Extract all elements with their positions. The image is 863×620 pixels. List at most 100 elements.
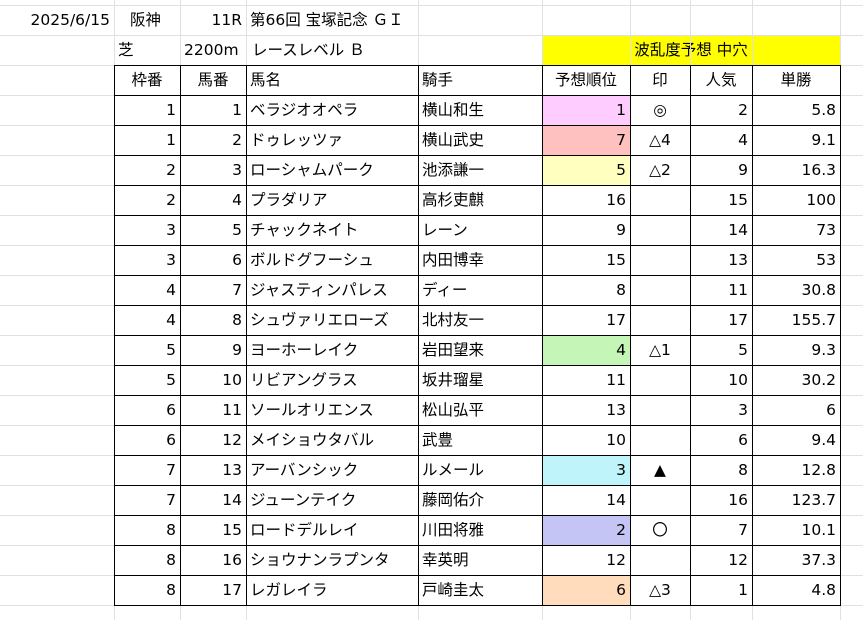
predicted-rank-cell[interactable]: 9 [616, 221, 626, 239]
jockey-cell[interactable]: 池添謙一 [422, 161, 485, 179]
gate-cell[interactable]: 8 [166, 551, 176, 569]
predicted-rank-cell[interactable]: 13 [606, 401, 626, 419]
win-odds-cell[interactable]: 6 [826, 401, 836, 419]
horse-name-cell[interactable]: シュヴァリエローズ [250, 311, 389, 329]
jockey-cell[interactable]: 北村友一 [422, 311, 485, 329]
mark-cell[interactable] [630, 485, 690, 515]
win-odds-cell[interactable]: 100 [806, 191, 836, 209]
jockey-cell[interactable]: 武豊 [422, 431, 454, 449]
horse-number-cell[interactable]: 1 [232, 101, 242, 119]
mark-cell[interactable] [630, 545, 690, 575]
horse-number-cell[interactable]: 16 [222, 551, 242, 569]
mark-cell[interactable]: △3 [649, 581, 671, 599]
jockey-cell[interactable]: 坂井瑠星 [422, 371, 485, 389]
horse-number-cell[interactable]: 11 [222, 401, 242, 419]
jockey-cell[interactable]: 横山和生 [422, 101, 485, 119]
gate-cell[interactable]: 8 [166, 521, 176, 539]
horse-number-cell[interactable]: 8 [232, 311, 242, 329]
race-distance[interactable]: 2200m [184, 41, 239, 59]
horse-number-cell[interactable]: 4 [232, 191, 242, 209]
horse-name-cell[interactable]: ショウナンラプンタ [250, 551, 390, 569]
popularity-cell[interactable]: 2 [738, 101, 748, 119]
race-venue[interactable]: 阪神 [130, 11, 162, 29]
mark-cell[interactable]: 〇 [652, 521, 668, 539]
column-header[interactable]: 単勝 [780, 71, 812, 89]
win-odds-cell[interactable]: 155.7 [791, 311, 836, 329]
jockey-cell[interactable]: 藤岡佑介 [422, 491, 485, 509]
horse-name-cell[interactable]: リビアングラス [250, 371, 358, 389]
gate-cell[interactable]: 1 [166, 101, 176, 119]
gate-cell[interactable]: 4 [166, 311, 176, 329]
mark-cell[interactable]: △4 [649, 131, 671, 149]
horse-number-cell[interactable]: 2 [232, 131, 242, 149]
popularity-cell[interactable]: 10 [728, 371, 748, 389]
gate-cell[interactable]: 6 [166, 401, 176, 419]
mark-cell[interactable] [630, 245, 690, 275]
jockey-cell[interactable]: 川田将雅 [422, 521, 485, 539]
predicted-rank-cell[interactable]: 11 [606, 371, 626, 389]
gate-cell[interactable]: 5 [166, 371, 176, 389]
gate-cell[interactable]: 7 [166, 491, 176, 509]
horse-name-cell[interactable]: プラダリア [250, 191, 328, 209]
mark-cell[interactable] [630, 215, 690, 245]
predicted-rank-cell[interactable]: 6 [616, 581, 626, 599]
gate-cell[interactable]: 7 [166, 461, 176, 479]
gate-cell[interactable]: 2 [166, 191, 176, 209]
jockey-cell[interactable]: 松山弘平 [422, 401, 485, 419]
mark-cell[interactable] [630, 425, 690, 455]
horse-name-cell[interactable]: アーバンシック [250, 461, 359, 479]
popularity-cell[interactable]: 8 [738, 461, 748, 479]
horse-name-cell[interactable]: ローシャムパーク [250, 161, 374, 179]
predicted-rank-cell[interactable]: 10 [606, 431, 626, 449]
mark-cell[interactable]: △2 [649, 161, 671, 179]
win-odds-cell[interactable]: 73 [816, 221, 836, 239]
win-odds-cell[interactable]: 4.8 [811, 581, 836, 599]
predicted-rank-cell[interactable]: 15 [606, 251, 626, 269]
gate-cell[interactable]: 6 [166, 431, 176, 449]
predicted-rank-cell[interactable]: 7 [616, 131, 626, 149]
race-level[interactable]: レースレベル Ｂ [252, 41, 365, 59]
upset-forecast[interactable]: 波乱度予想 中穴 [634, 41, 748, 59]
gate-cell[interactable]: 2 [166, 161, 176, 179]
horse-number-cell[interactable]: 9 [232, 341, 242, 359]
jockey-cell[interactable]: 高杉吏麒 [422, 191, 485, 209]
horse-number-cell[interactable]: 12 [222, 431, 242, 449]
gate-cell[interactable]: 3 [166, 251, 176, 269]
predicted-rank-cell[interactable]: 4 [616, 341, 626, 359]
win-odds-cell[interactable]: 37.3 [801, 551, 836, 569]
jockey-cell[interactable]: 横山武史 [422, 131, 485, 149]
win-odds-cell[interactable]: 5.8 [811, 101, 836, 119]
gate-cell[interactable]: 3 [166, 221, 176, 239]
popularity-cell[interactable]: 17 [728, 311, 748, 329]
race-number[interactable]: 11R [211, 11, 243, 29]
popularity-cell[interactable]: 7 [738, 521, 748, 539]
win-odds-cell[interactable]: 9.3 [811, 341, 836, 359]
win-odds-cell[interactable]: 9.4 [811, 431, 836, 449]
horse-name-cell[interactable]: チャックネイト [250, 221, 359, 239]
race-name[interactable]: 第66回 宝塚記念 ＧＩ [250, 11, 404, 29]
horse-number-cell[interactable]: 13 [222, 461, 242, 479]
horse-name-cell[interactable]: ベラジオオペラ [250, 101, 359, 119]
jockey-cell[interactable]: 内田博幸 [422, 251, 485, 269]
predicted-rank-cell[interactable]: 5 [616, 161, 626, 179]
mark-cell[interactable] [630, 305, 690, 335]
jockey-cell[interactable]: 戸崎圭太 [422, 581, 485, 599]
predicted-rank-cell[interactable]: 3 [616, 461, 626, 479]
gate-cell[interactable]: 4 [166, 281, 176, 299]
popularity-cell[interactable]: 9 [738, 161, 748, 179]
jockey-cell[interactable]: 幸英明 [422, 551, 469, 569]
horse-name-cell[interactable]: ドゥレッツァ [250, 131, 344, 149]
gate-cell[interactable]: 1 [166, 131, 176, 149]
popularity-cell[interactable]: 12 [728, 551, 748, 569]
column-header[interactable]: 騎手 [422, 71, 454, 89]
predicted-rank-cell[interactable]: 16 [606, 191, 626, 209]
column-header[interactable]: 予想順位 [554, 71, 617, 89]
popularity-cell[interactable]: 13 [728, 251, 748, 269]
predicted-rank-cell[interactable]: 17 [606, 311, 626, 329]
popularity-cell[interactable]: 15 [728, 191, 748, 209]
popularity-cell[interactable]: 5 [738, 341, 748, 359]
horse-number-cell[interactable]: 5 [232, 221, 242, 239]
horse-name-cell[interactable]: ヨーホーレイク [250, 341, 359, 359]
column-header[interactable]: 馬名 [250, 71, 282, 89]
popularity-cell[interactable]: 14 [728, 221, 748, 239]
